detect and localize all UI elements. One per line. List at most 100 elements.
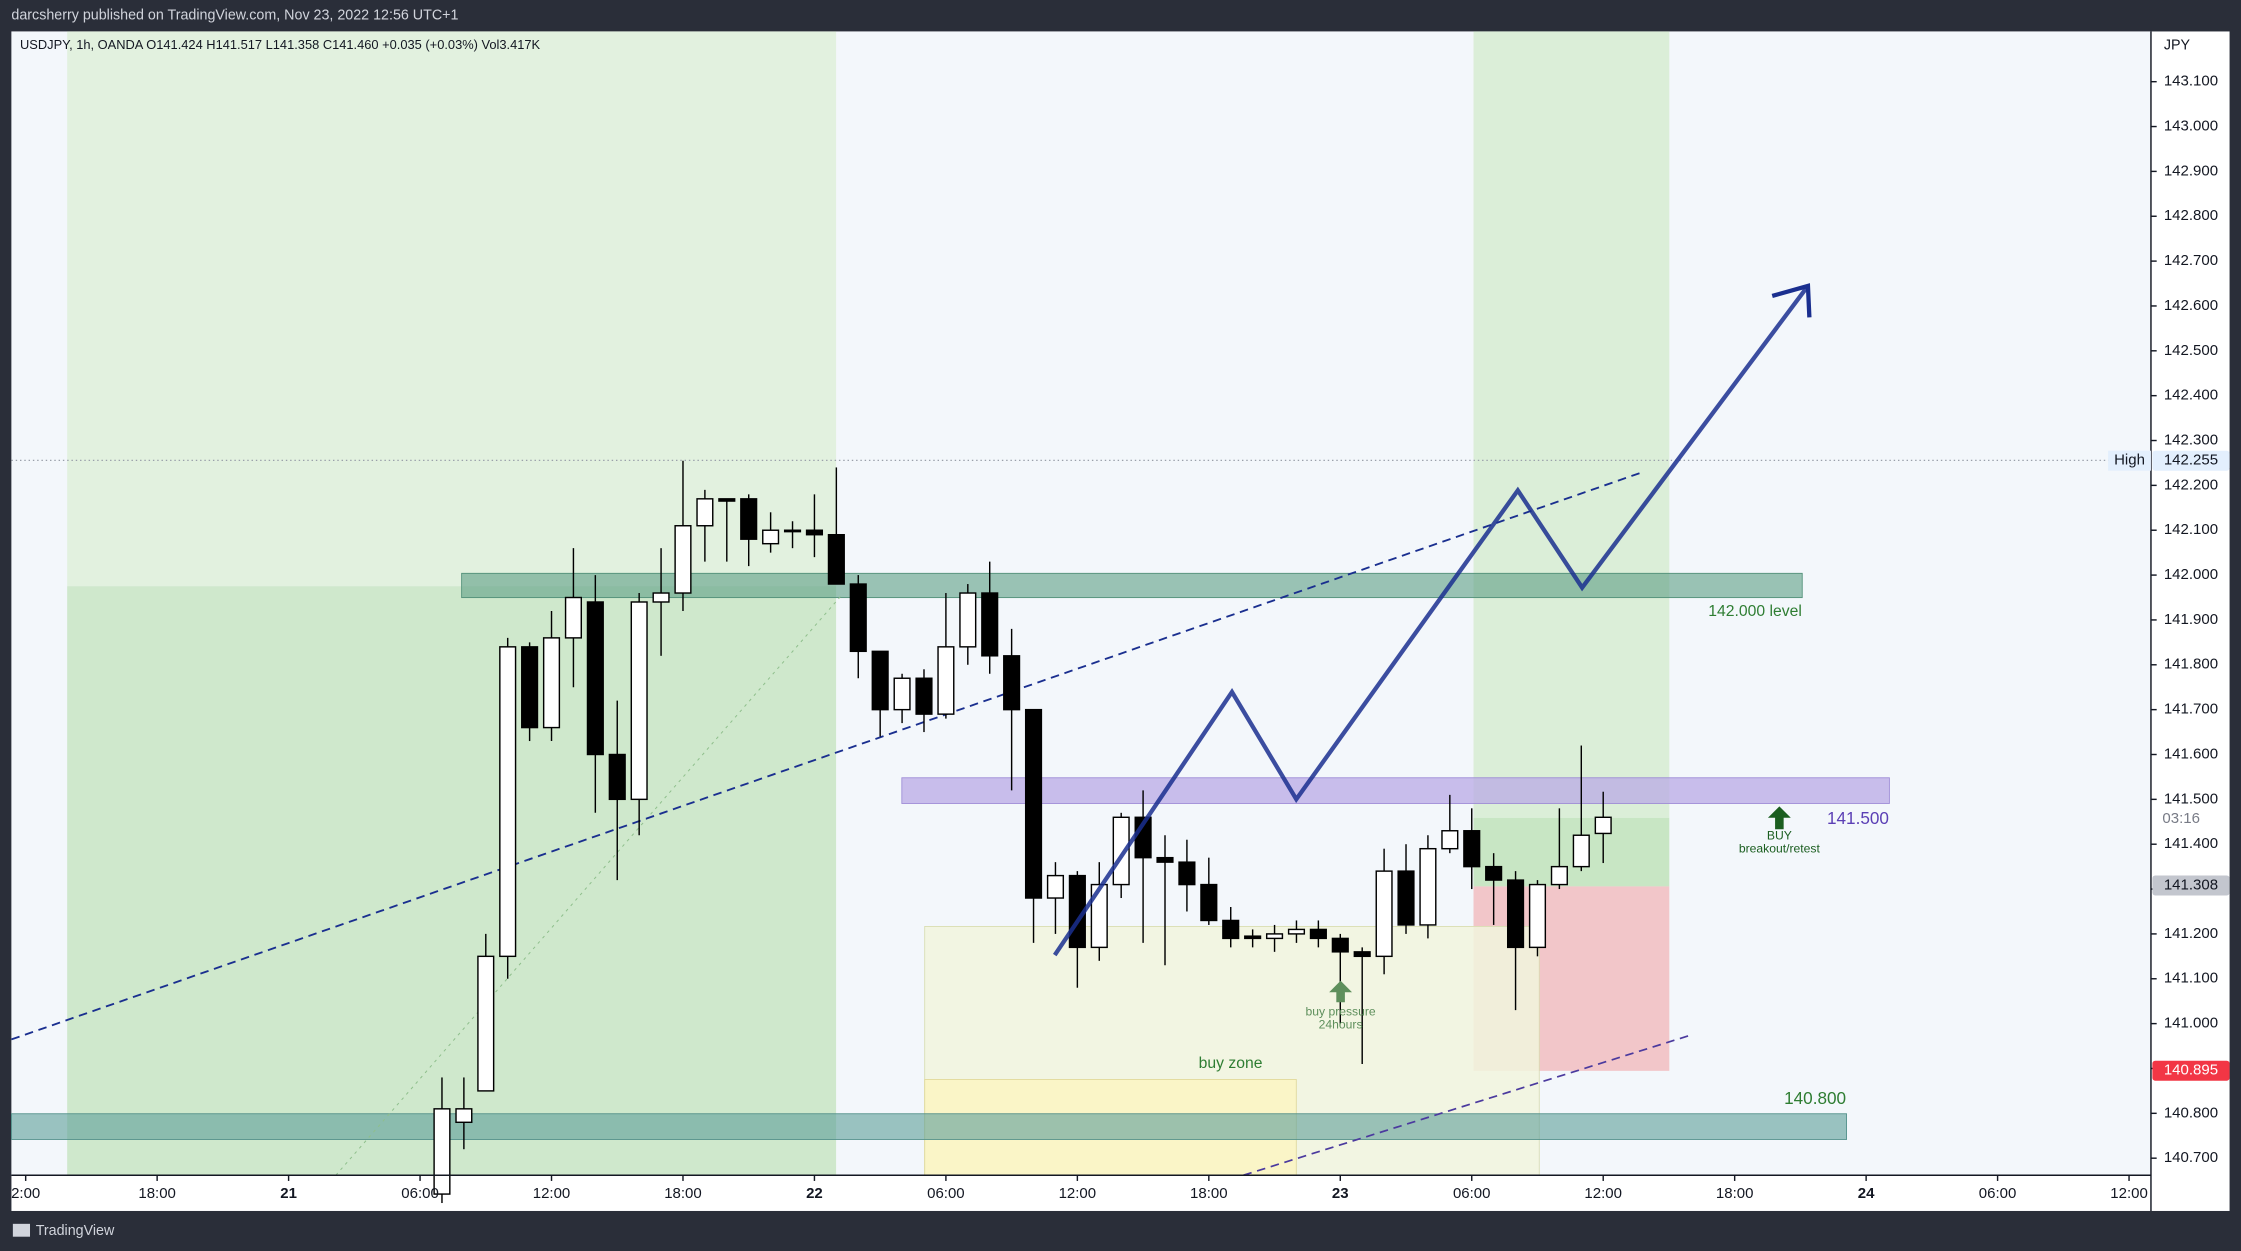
- y-tick-label: 142.700: [2164, 252, 2218, 269]
- zone: [1473, 31, 1670, 818]
- y-tick-label: 141.000: [2164, 1015, 2218, 1032]
- y-tick-label: 143.100: [2164, 73, 2218, 90]
- candle-body: [1024, 708, 1043, 899]
- candle-body: [521, 646, 539, 729]
- candle-body: [455, 1108, 473, 1124]
- candle-body: [1485, 865, 1503, 881]
- annotation: breakout/retest: [1739, 841, 1821, 855]
- countdown: 03:16: [2162, 810, 2200, 827]
- candle-body: [1375, 870, 1393, 958]
- x-tick-label: 24: [1858, 1185, 1875, 1202]
- candle-body: [871, 650, 889, 711]
- candle-body: [1112, 816, 1130, 886]
- annotation: 24hours: [1319, 1017, 1363, 1031]
- price-tag-value: 141.308: [2164, 876, 2218, 893]
- candle-body: [674, 525, 692, 594]
- candle-body: [827, 533, 845, 585]
- candle-body: [542, 637, 561, 729]
- candle-body: [499, 646, 517, 958]
- x-tick-label: 06:00: [1979, 1185, 2017, 1202]
- y-tick-label: 141.700: [2164, 701, 2218, 718]
- projection-path: [1052, 284, 1810, 957]
- y-tick-label: 140.700: [2164, 1149, 2218, 1166]
- candle-body: [1265, 933, 1284, 940]
- y-tick-label: 142.600: [2164, 297, 2218, 314]
- x-tick-label: 12:00: [1059, 1185, 1097, 1202]
- candle-body: [849, 583, 867, 653]
- x-tick-label: 06:00: [401, 1185, 439, 1202]
- candle-body: [981, 592, 999, 657]
- x-tick-label: 22: [806, 1185, 823, 1202]
- trend-line: [1243, 1034, 1692, 1177]
- logo: [12, 1223, 31, 1237]
- y-tick-label: 142.100: [2164, 521, 2218, 538]
- candle-body: [652, 592, 670, 603]
- candle-body: [1397, 870, 1415, 926]
- y-tick-label: 141.900: [2164, 611, 2218, 628]
- zone: [1473, 817, 1670, 887]
- trend-line: [11, 470, 1644, 1041]
- candle-body: [1287, 928, 1306, 935]
- y-tick-label: 142.300: [2164, 431, 2218, 448]
- candle-body: [893, 677, 911, 711]
- y-tick-label: 142.000: [2164, 566, 2218, 583]
- price-tag: [2152, 875, 2230, 896]
- candle-body: [1244, 935, 1262, 940]
- candle-body: [762, 529, 780, 545]
- trend-line: [335, 593, 844, 1176]
- price-tag: [2152, 1060, 2230, 1081]
- candle-body: [915, 677, 933, 715]
- price-tag-value: 142.255: [2164, 452, 2218, 469]
- annotation: 141.500: [1827, 808, 1889, 828]
- candle-body: [1003, 655, 1021, 711]
- y-tick-label: 142.200: [2164, 476, 2218, 493]
- level-band: [901, 777, 1890, 804]
- x-tick-label: 2:00: [11, 1185, 40, 1202]
- candle-body: [740, 498, 758, 540]
- x-tick-label: 18:00: [664, 1185, 702, 1202]
- candle-body: [959, 592, 977, 648]
- y-tick-label: 140.800: [2164, 1104, 2218, 1121]
- candle-body: [1463, 830, 1481, 868]
- zone: [67, 31, 837, 587]
- candle-body: [1572, 834, 1590, 868]
- candle-body: [718, 498, 736, 502]
- candle-body: [564, 596, 583, 639]
- level-band: [11, 1113, 1847, 1140]
- y-tick-label: 142.800: [2164, 207, 2218, 224]
- candle-body: [805, 529, 824, 536]
- x-tick-label: 21: [280, 1185, 297, 1202]
- candle-body: [1528, 883, 1547, 949]
- candle-body: [1594, 816, 1612, 835]
- candle-body: [1506, 879, 1525, 949]
- candle-body: [1309, 928, 1327, 940]
- candle-body: [1156, 856, 1174, 863]
- price-tag: [2152, 450, 2230, 471]
- x-tick-label: 18:00: [1716, 1185, 1754, 1202]
- x-tick-label: 06:00: [1453, 1185, 1491, 1202]
- x-tick-label: 12:00: [1584, 1185, 1622, 1202]
- arrow-icon: [1329, 980, 1353, 1003]
- candle-body: [1046, 874, 1065, 899]
- annotation: buy pressure: [1306, 1004, 1376, 1018]
- y-tick-label: 143.000: [2164, 118, 2218, 135]
- y-tick-label: 141.400: [2164, 835, 2218, 852]
- x-tick-label: 06:00: [927, 1185, 965, 1202]
- x-tick-label: 12:00: [2110, 1185, 2148, 1202]
- publisher: darcsherry published on TradingView.com,…: [11, 8, 458, 24]
- candle-body: [1331, 937, 1349, 953]
- arrow-icon: [1767, 806, 1791, 830]
- x-tick-label: 18:00: [138, 1185, 176, 1202]
- x-tick-label: 23: [1332, 1185, 1349, 1202]
- candle-body: [1353, 951, 1371, 958]
- price-tag-label-bg: [2108, 450, 2151, 471]
- x-tick-label: 18:00: [1190, 1185, 1228, 1202]
- y-tick-label: 142.400: [2164, 387, 2218, 404]
- candle-body: [586, 601, 604, 756]
- candle-body: [1550, 865, 1568, 886]
- y-tick-label: 141.600: [2164, 745, 2218, 762]
- price-tag-value: 140.895: [2164, 1062, 2218, 1079]
- y-tick-label: 141.200: [2164, 925, 2218, 942]
- candle-body: [1178, 861, 1196, 886]
